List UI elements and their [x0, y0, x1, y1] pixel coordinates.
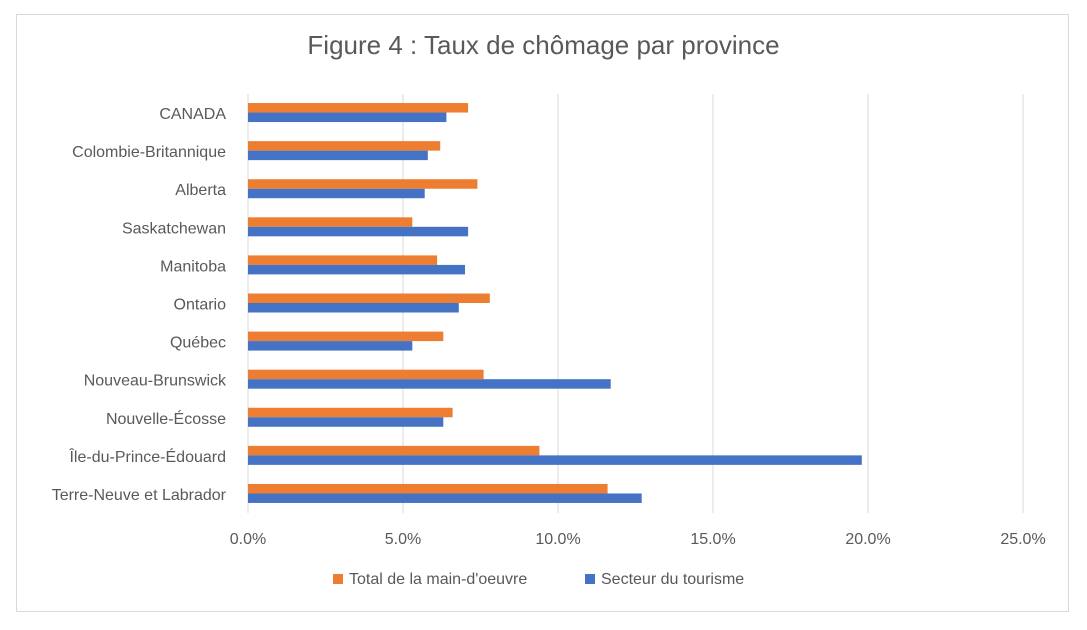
legend-label: Total de la main-d'oeuvre [349, 571, 527, 588]
bar-tourisme [248, 455, 862, 465]
legend-label: Secteur du tourisme [601, 571, 744, 588]
legend-swatch [585, 574, 595, 584]
x-tick-label: 15.0% [690, 531, 735, 548]
bar-total [248, 445, 540, 456]
bar-total [248, 141, 441, 151]
x-tick-label: 10.0% [535, 531, 580, 548]
category-label: Nouvelle-Écosse [106, 409, 226, 428]
x-tick-label: 20.0% [845, 531, 890, 548]
bar-tourisme [248, 264, 465, 275]
bar-total [248, 293, 490, 303]
bar-tourisme [248, 303, 459, 313]
bar-total [248, 369, 484, 380]
bar-total [248, 103, 469, 113]
bar-tourisme [248, 417, 444, 427]
legend-swatch [333, 574, 343, 584]
bar-tourisme [248, 493, 642, 503]
bar-total [248, 179, 478, 189]
category-label: Ontario [174, 297, 227, 314]
bar-total [248, 483, 608, 494]
bar-total [248, 331, 444, 342]
bar-total [248, 255, 438, 265]
x-tick-label: 25.0% [1000, 531, 1045, 548]
bar-tourisme [248, 379, 611, 389]
x-tick-label: 0.0% [230, 531, 266, 548]
category-label: Colombie-Britannique [72, 144, 226, 161]
bar-tourisme [248, 150, 428, 161]
category-label: Saskatchewan [122, 220, 226, 237]
bar-total [248, 217, 413, 227]
category-label: Île-du-Prince-Édouard [68, 447, 226, 466]
bar-tourisme [248, 226, 469, 237]
chart-title: Figure 4 : Taux de chômage par province [307, 30, 780, 60]
category-label: Nouveau-Brunswick [84, 373, 227, 390]
bar-tourisme [248, 341, 413, 351]
category-label: Terre-Neuve et Labrador [52, 487, 227, 504]
category-label: Manitoba [160, 258, 226, 275]
category-label: CANADA [159, 106, 226, 123]
category-label: Québec [170, 335, 226, 352]
chart-frame [16, 14, 1069, 612]
category-label: Alberta [175, 182, 226, 199]
bar-tourisme [248, 112, 447, 123]
bar-total [248, 407, 453, 418]
x-tick-label: 5.0% [385, 531, 421, 548]
bar-tourisme [248, 188, 425, 199]
